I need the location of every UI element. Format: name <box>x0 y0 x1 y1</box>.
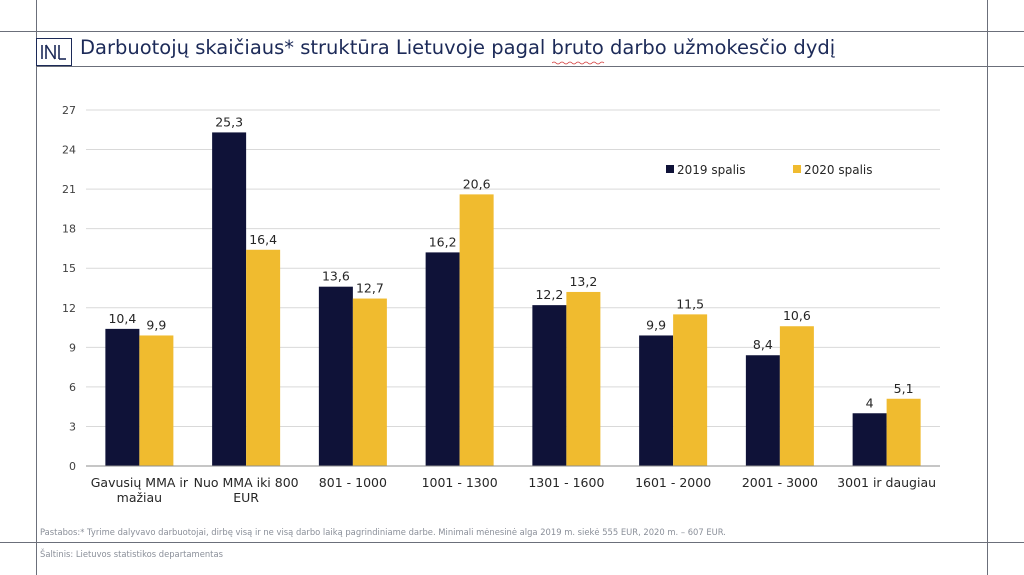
y-tick-label: 9 <box>69 341 76 354</box>
bar <box>673 314 708 466</box>
footnote-source: Šaltinis: Lietuvos statistikos departame… <box>40 549 223 559</box>
bar <box>318 286 353 466</box>
y-tick-label: 18 <box>62 223 76 236</box>
page-title: Darbuotojų skaičiaus* struktūra Lietuvoj… <box>80 36 836 59</box>
bar <box>779 326 814 466</box>
logo-glyph <box>41 44 66 60</box>
legend: 2019 spalis 2020 spalis <box>666 163 873 177</box>
data-label: 11,5 <box>676 296 704 311</box>
bar <box>886 398 921 466</box>
y-tick-label: 24 <box>62 144 76 157</box>
x-tick-label: mažiau <box>117 490 162 505</box>
bar <box>352 298 387 466</box>
bar <box>566 291 601 466</box>
data-label: 16,2 <box>429 234 457 249</box>
frame-right-line <box>987 0 988 575</box>
bar <box>139 335 174 466</box>
frame-left-line <box>36 0 37 575</box>
data-label: 5,1 <box>894 381 914 396</box>
footer-line <box>0 542 1024 543</box>
y-tick-label: 0 <box>69 460 76 473</box>
bar <box>105 328 140 466</box>
logo-icon <box>36 38 72 66</box>
data-label: 13,2 <box>569 274 597 289</box>
bar <box>459 194 494 466</box>
data-label: 20,6 <box>463 176 491 191</box>
x-tick-label: 2001 - 3000 <box>742 475 818 490</box>
data-label: 12,2 <box>535 287 563 302</box>
data-label: 4 <box>866 395 874 410</box>
header-top-line <box>0 31 1024 32</box>
y-tick-label: 27 <box>62 104 76 117</box>
legend-label: 2020 spalis <box>804 163 873 177</box>
data-label: 16,4 <box>249 232 277 247</box>
data-label: 12,7 <box>356 281 384 296</box>
data-labels: 10,4 25,3 13,6 16,2 12,2 9,9 8,4 4 9,9 16,4 12,7 20… <box>108 114 913 410</box>
data-label: 13,6 <box>322 269 350 284</box>
x-tick-label: 1601 - 2000 <box>635 475 711 490</box>
bar <box>852 413 887 466</box>
x-tick-label: 3001 ir daugiau <box>837 475 936 490</box>
data-label: 9,9 <box>646 317 666 332</box>
x-tick-label: 801 - 1000 <box>319 475 387 490</box>
bar <box>246 249 281 466</box>
data-label: 25,3 <box>215 114 243 129</box>
bar <box>532 305 567 466</box>
footnote-note: Pastabos:* Tyrime dalyvavo darbuotojai, … <box>40 527 726 537</box>
data-label: 10,6 <box>783 308 811 323</box>
y-tick-label: 15 <box>62 262 76 275</box>
x-tick-label: Gavusių MMA ir <box>91 475 189 490</box>
bar <box>212 132 247 467</box>
legend-swatch <box>793 165 801 173</box>
x-tick-label: EUR <box>233 490 259 505</box>
header-bottom-line <box>36 66 1024 67</box>
data-label: 8,4 <box>753 337 773 352</box>
x-tick-label: 1301 - 1600 <box>528 475 604 490</box>
bar <box>745 355 780 466</box>
legend-swatch <box>666 165 674 173</box>
spellcheck-underline <box>552 61 605 65</box>
x-tick-label: Nuo MMA iki 800 <box>194 475 299 490</box>
y-tick-label: 3 <box>69 420 76 433</box>
data-label: 10,4 <box>108 311 136 326</box>
y-tick-label: 12 <box>62 302 76 315</box>
y-tick-label: 6 <box>69 381 76 394</box>
y-tick-label: 21 <box>62 183 76 196</box>
bar <box>425 252 460 466</box>
bar <box>639 335 674 466</box>
data-label: 9,9 <box>146 317 166 332</box>
bars <box>105 132 921 467</box>
x-tick-label: 1001 - 1300 <box>422 475 498 490</box>
legend-label: 2019 spalis <box>677 163 746 177</box>
